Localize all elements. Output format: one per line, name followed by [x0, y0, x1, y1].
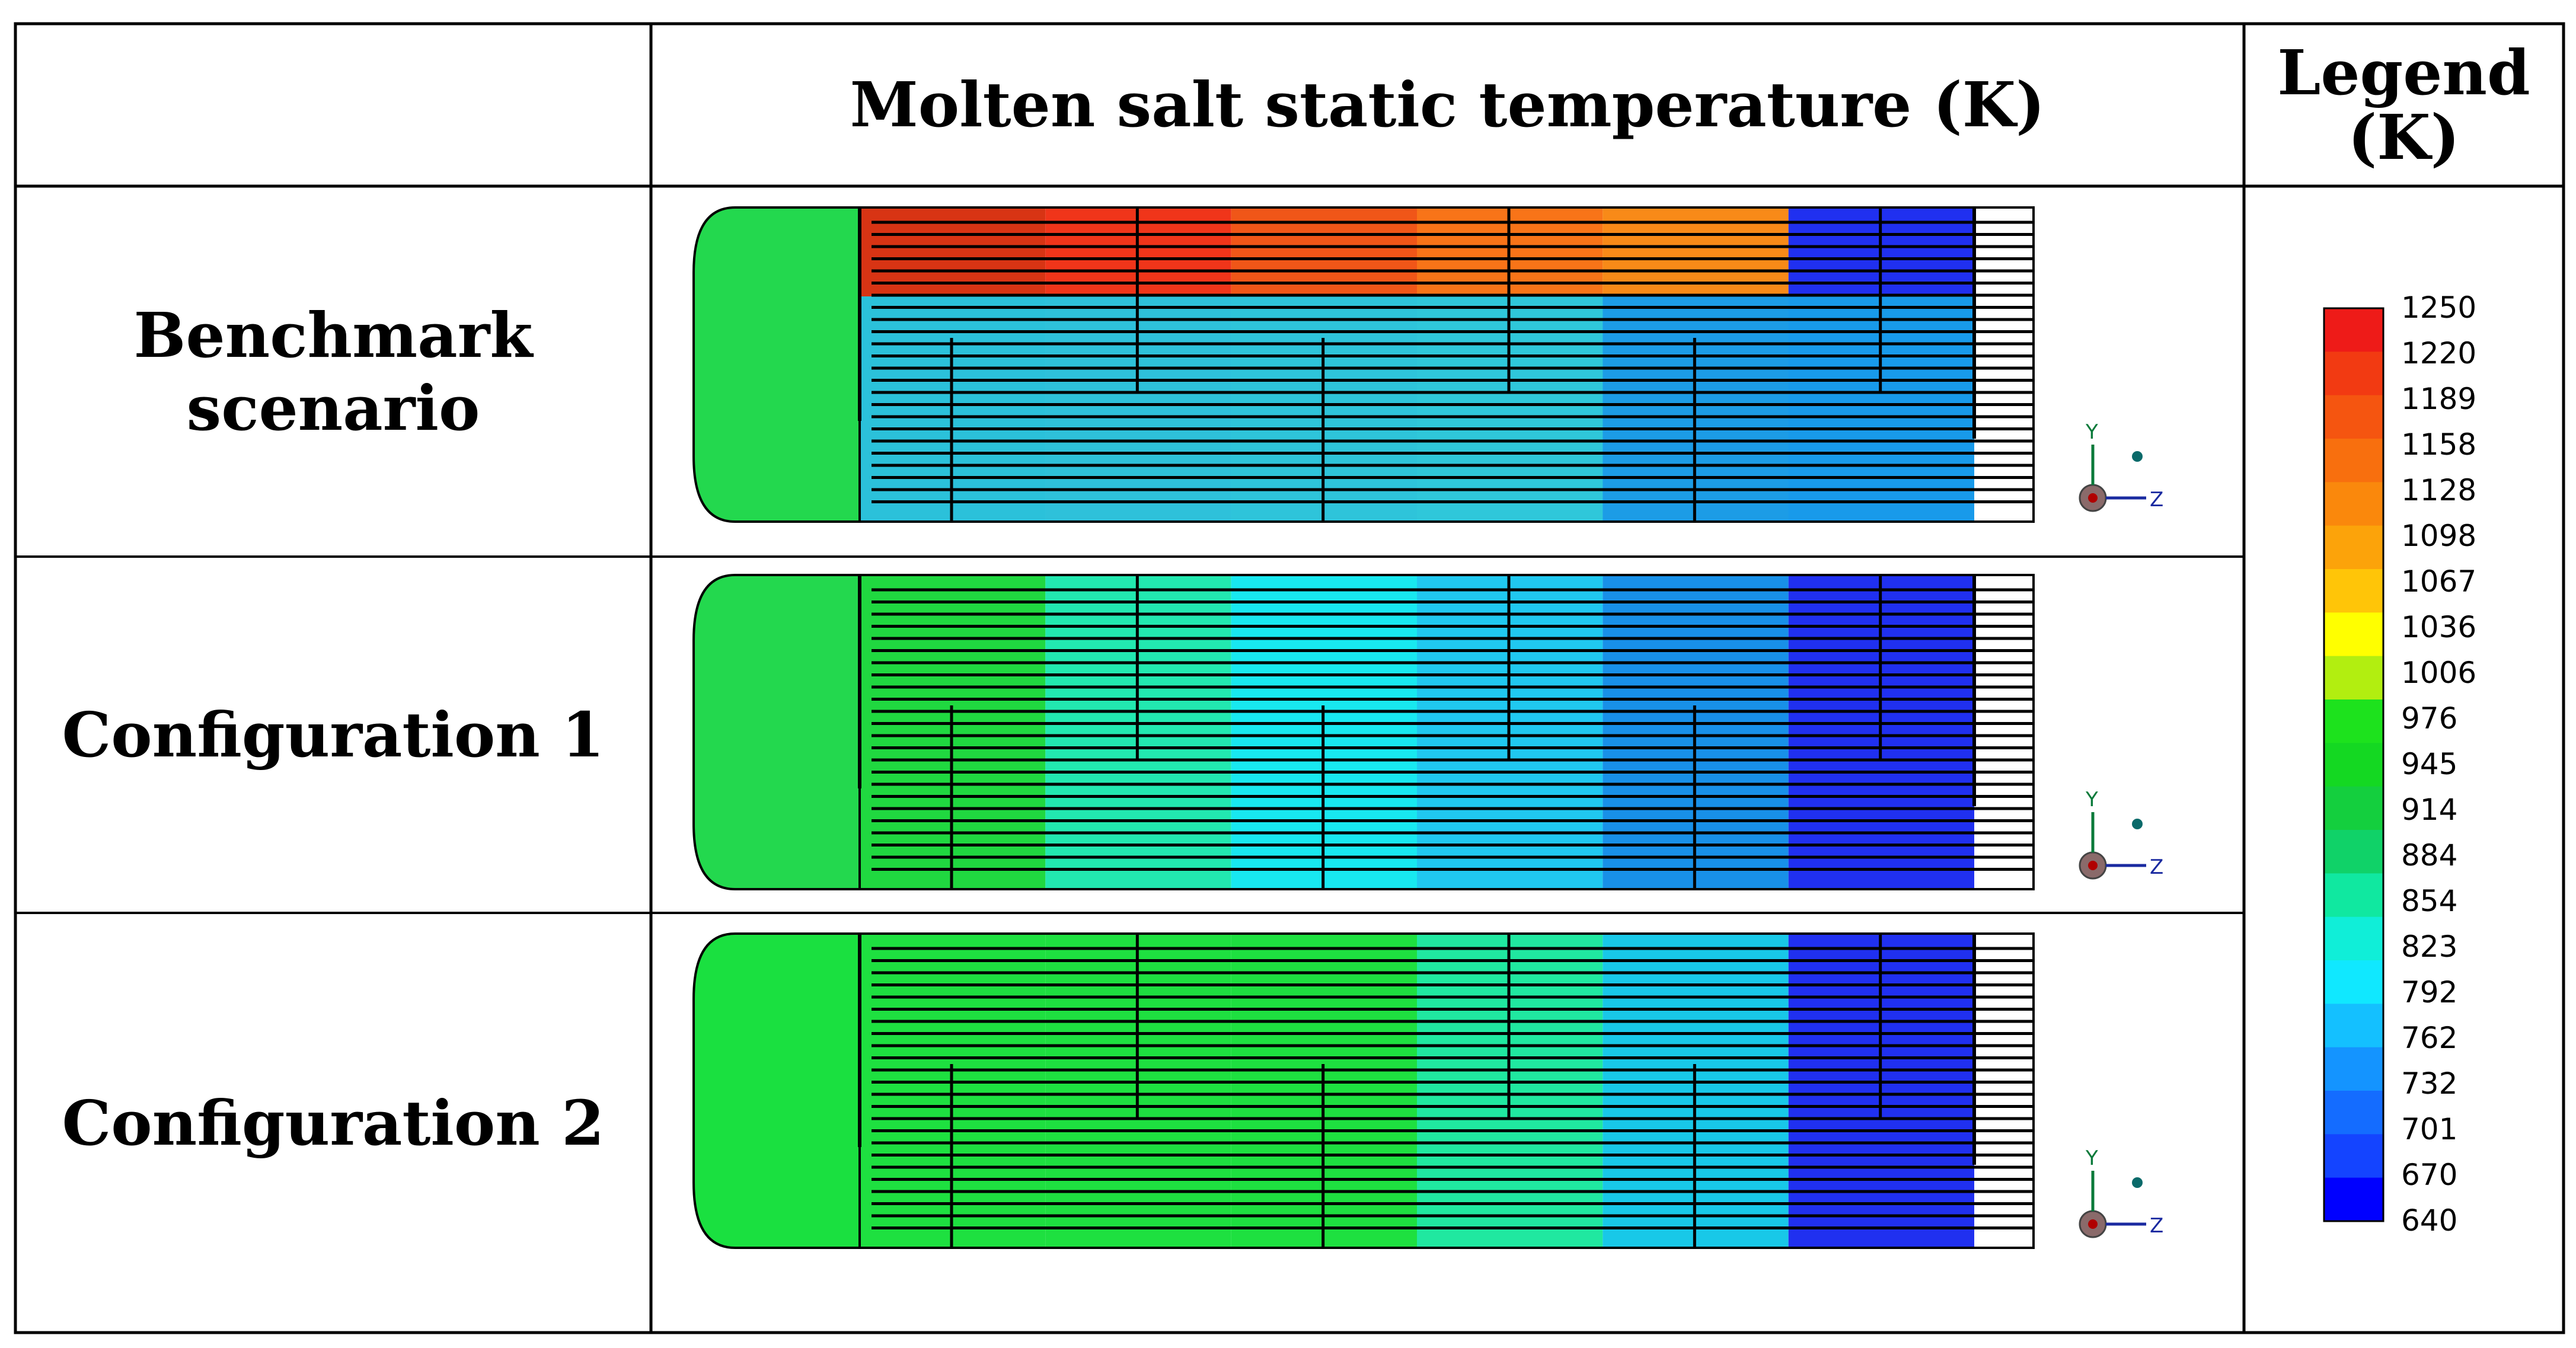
temperature-contour-benchmark: YZ	[692, 206, 2163, 523]
axis-z-label: Z	[2150, 1214, 2163, 1238]
colorbar-tick-label: 1128	[2401, 473, 2476, 507]
colorbar-segment	[2324, 612, 2383, 657]
colorbar-tick-label: 1036	[2401, 610, 2476, 644]
colorbar-segment	[2324, 308, 2383, 352]
colorbar-tick-label: 1098	[2401, 519, 2476, 553]
colorbar-tick-label: 701	[2401, 1112, 2457, 1146]
colorbar-tick-label: 1189	[2401, 382, 2476, 416]
colorbar-segment	[2324, 699, 2383, 743]
colorbar-segment	[2324, 569, 2383, 613]
colorbar-segment	[2324, 1004, 2383, 1048]
colorbar-segment	[2324, 916, 2383, 961]
colorbar-tick-label: 1067	[2401, 564, 2476, 599]
colorbar-tick-label: 1006	[2401, 656, 2476, 690]
colorbar-tick-label: 976	[2401, 701, 2457, 736]
row-label-configuration-2: Configuration 2	[62, 1086, 605, 1159]
legend-title-line1: Legend	[2277, 36, 2530, 109]
colorbar-segment	[2324, 1091, 2383, 1135]
row-label-configuration-1: Configuration 1	[62, 698, 605, 771]
colorbar-tick-label: 854	[2401, 884, 2457, 918]
axis-y-label: Y	[2085, 1146, 2098, 1170]
colorbar-tick-label: 1220	[2401, 336, 2476, 370]
colorbar-tick-label: 732	[2401, 1066, 2457, 1101]
colorbar-tick-label: 640	[2401, 1203, 2457, 1238]
axis-z-label: Z	[2150, 488, 2163, 512]
tank-head	[692, 932, 861, 1249]
colorbar-tick-label: 945	[2401, 747, 2457, 781]
temperature-contour-configuration-1: YZ	[692, 574, 2163, 890]
colorbar-segment	[2324, 1134, 2383, 1178]
colorbar-segment	[2324, 352, 2383, 396]
axis-x-dot	[2132, 451, 2143, 462]
axes-triad-center	[2088, 861, 2098, 870]
axis-y-label: Y	[2085, 420, 2098, 444]
colorbar-tick-label: 1250	[2401, 290, 2476, 325]
colorbar-tick-label: 1158	[2401, 427, 2476, 462]
colorbar-outline	[2323, 307, 2385, 1222]
legend-title: Legend (K)	[2244, 24, 2564, 186]
colorbar-tick-label: 792	[2401, 975, 2457, 1010]
axis-z-label: Z	[2150, 855, 2163, 879]
main-title: Molten salt static temperature (K)	[850, 68, 2045, 142]
tank-head	[692, 574, 861, 890]
axes-triad-center	[2088, 1219, 2098, 1229]
axes-triad-center	[2088, 493, 2098, 503]
colorbar-segment	[2324, 395, 2383, 439]
tank-head	[692, 206, 861, 523]
axis-y-label: Y	[2085, 788, 2098, 812]
axis-x-dot	[2132, 819, 2143, 829]
cold-region	[1603, 296, 1974, 522]
colorbar-segment	[2324, 1047, 2383, 1091]
colorbar-segment	[2324, 439, 2383, 483]
colorbar-segment	[2324, 830, 2383, 874]
colorbar-tick-label: 823	[2401, 929, 2457, 964]
colorbar-segment	[2324, 743, 2383, 787]
row-label-benchmark: Benchmark scenario	[133, 298, 533, 445]
colorbar-segment	[2324, 1177, 2383, 1222]
header-corner	[15, 24, 651, 186]
colorbar-segment	[2324, 525, 2383, 570]
colorbar-segment	[2324, 786, 2383, 830]
colorbar-segment	[2324, 656, 2383, 700]
legend-title-line2: (K)	[2348, 101, 2460, 174]
colorbar-tick-label: 670	[2401, 1158, 2457, 1192]
colorbar-segment	[2324, 873, 2383, 918]
colorbar-segment	[2324, 482, 2383, 526]
colorbar-tick-label: 884	[2401, 838, 2457, 873]
colorbar-tick-label: 914	[2401, 793, 2457, 827]
axis-x-dot	[2132, 1177, 2143, 1188]
temperature-contour-configuration-2: YZ	[692, 932, 2163, 1249]
temperature-colorbar: 1250 1220 1189 1158 1128 1098 1067 1036 1006 976 9…	[2323, 290, 2476, 1238]
colorbar-segment	[2324, 960, 2383, 1004]
colorbar-tick-label: 762	[2401, 1021, 2457, 1055]
